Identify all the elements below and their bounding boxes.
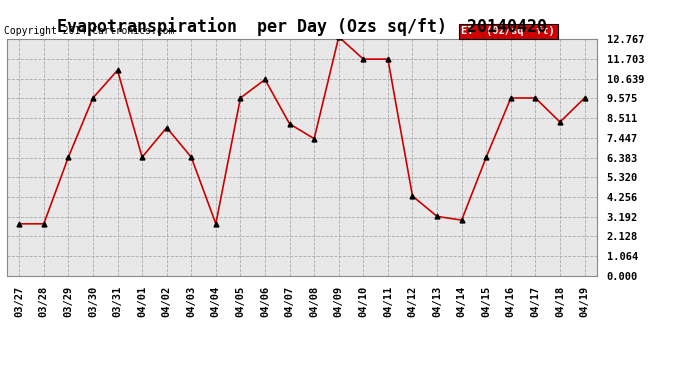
- Text: ET  (0z/sq  ft): ET (0z/sq ft): [461, 26, 555, 36]
- Text: Copyright 2014 Cartronics.com: Copyright 2014 Cartronics.com: [4, 26, 175, 36]
- Title: Evapotranspiration  per Day (Ozs sq/ft)  20140420: Evapotranspiration per Day (Ozs sq/ft) 2…: [57, 18, 547, 36]
